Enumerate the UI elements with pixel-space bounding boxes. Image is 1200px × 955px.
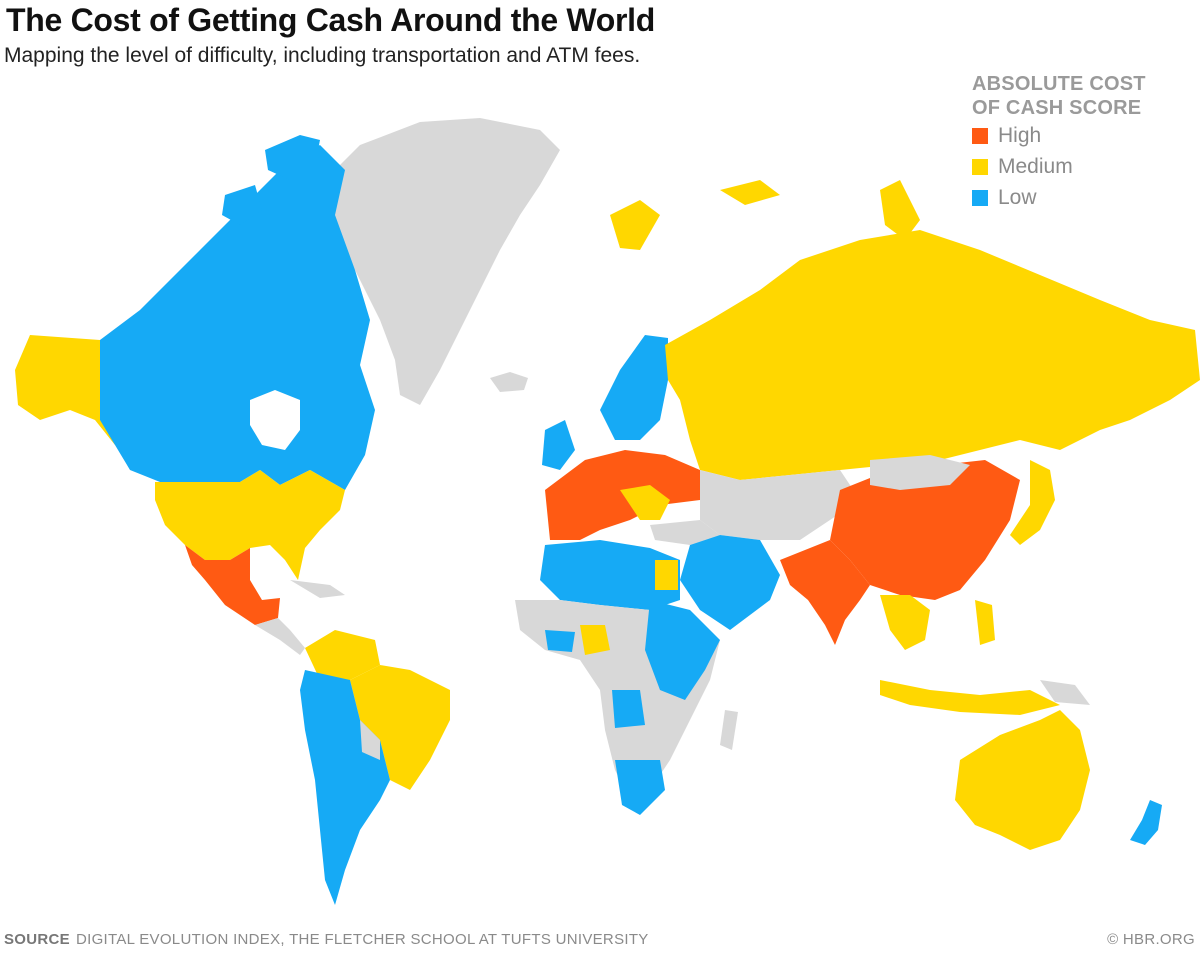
legend-title-line2: OF CASH SCORE: [972, 97, 1142, 119]
source-label: SOURCE: [4, 931, 70, 948]
region-usa: [155, 470, 345, 580]
region-central-america: [255, 618, 305, 655]
region-philippines: [975, 600, 995, 645]
legend-item-high: High: [972, 120, 1187, 151]
region-indonesia: [880, 680, 1060, 715]
region-colombia-venezuela: [305, 630, 380, 680]
region-hudson-bay: [250, 390, 300, 450]
region-india: [780, 540, 870, 645]
region-arctic-russia: [880, 180, 920, 240]
region-canada-islands-2: [222, 185, 262, 225]
legend-title-line1: ABSOLUTE COST: [972, 73, 1146, 95]
region-mexico: [185, 545, 280, 625]
region-new-zealand: [1130, 800, 1162, 845]
region-mongolia: [870, 455, 970, 490]
map-subtitle: Mapping the level of difficulty, includi…: [4, 44, 641, 67]
legend-label-high: High: [998, 123, 1042, 147]
legend-swatch-high: [972, 127, 988, 144]
region-egypt: [655, 560, 678, 590]
region-southeast-asia: [880, 595, 930, 650]
region-iceland: [490, 372, 528, 392]
world-map: [15, 118, 1200, 905]
legend-label-low: Low: [998, 185, 1037, 209]
region-central-asia: [700, 470, 860, 540]
region-new-guinea: [1040, 680, 1090, 705]
credit-text: © HBR.ORG: [1107, 931, 1195, 948]
region-southern-africa: [615, 760, 665, 815]
region-japan: [1010, 460, 1055, 545]
region-alaska: [15, 335, 125, 445]
legend: ABSOLUTE COST OF CASH SCORE High Medium …: [972, 72, 1187, 213]
legend-title: ABSOLUTE COST OF CASH SCORE: [972, 72, 1187, 120]
legend-swatch-low: [972, 189, 988, 206]
region-balkans: [620, 485, 670, 520]
region-bolivia-paraguay: [360, 720, 380, 760]
region-madagascar: [720, 710, 738, 750]
legend-item-medium: Medium: [972, 151, 1187, 182]
region-canada: [100, 145, 375, 490]
region-north-africa: [540, 540, 680, 610]
region-western-europe: [545, 450, 700, 540]
region-brazil: [350, 665, 450, 790]
source-text: DIGITAL EVOLUTION INDEX, THE FLETCHER SC…: [75, 931, 649, 948]
region-east-africa: [645, 600, 720, 700]
legend-item-low: Low: [972, 182, 1187, 213]
region-greenland: [330, 118, 560, 405]
region-scandinavia: [600, 335, 668, 440]
region-canada-islands-1: [265, 135, 320, 180]
region-franz-josef: [720, 180, 780, 205]
region-caribbean: [290, 580, 345, 598]
region-nigeria: [580, 625, 610, 655]
region-west-africa-low: [545, 630, 575, 652]
region-middle-east: [680, 535, 780, 630]
region-turkey: [650, 520, 720, 545]
region-uk-ireland: [542, 420, 575, 470]
region-china: [830, 460, 1020, 600]
legend-swatch-medium: [972, 158, 988, 175]
map-title: The Cost of Getting Cash Around the Worl…: [6, 2, 655, 38]
source-line: SOURCE DIGITAL EVOLUTION INDEX, THE FLETC…: [4, 931, 649, 948]
legend-label-medium: Medium: [998, 154, 1073, 178]
region-svalbard: [610, 200, 660, 250]
region-angola-zambia: [612, 690, 645, 728]
region-russia: [665, 230, 1200, 480]
region-australia: [955, 710, 1090, 850]
